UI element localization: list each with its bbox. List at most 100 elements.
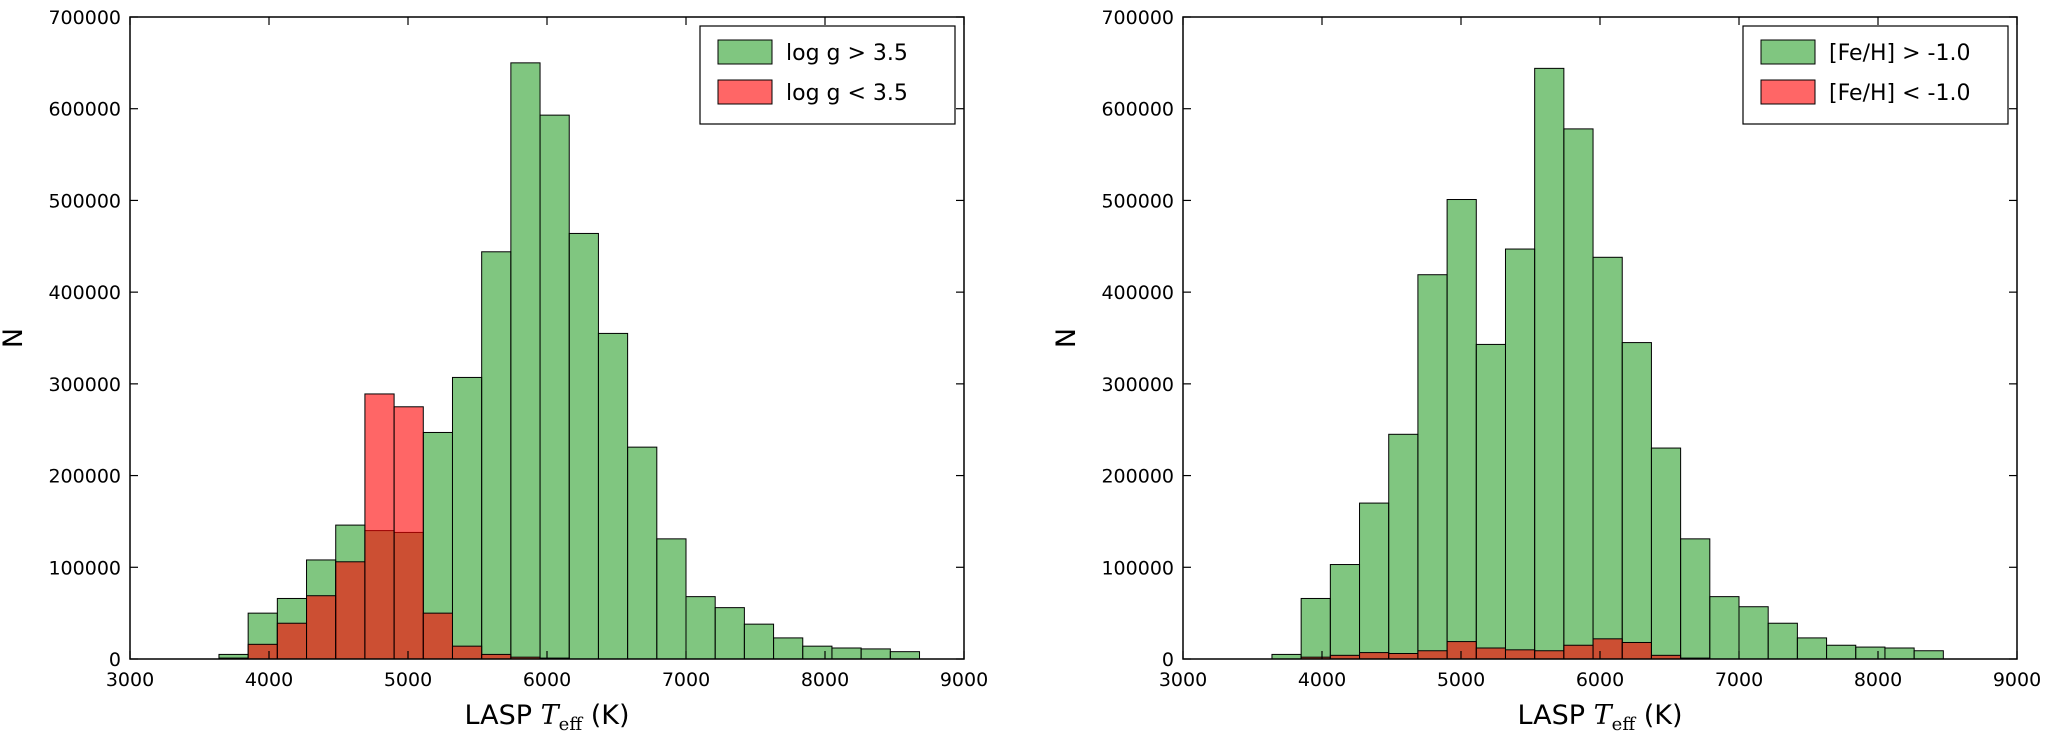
right-green-bar — [1767, 622, 1798, 660]
right-green-bar — [1300, 597, 1331, 660]
right-green-bar — [1884, 647, 1915, 660]
right-x-axis-label-suffix: (K) — [1635, 700, 1682, 731]
right-y-tick-label: 500000 — [1101, 190, 1174, 212]
right-green-bar — [1417, 274, 1448, 660]
left-green-bar — [568, 232, 599, 660]
right-green-bar — [1650, 447, 1682, 660]
left-x-axis-label-prefix: LASP — [465, 700, 541, 731]
left-red-bar — [335, 561, 366, 660]
left-x-axis-label-symbol: T — [541, 700, 561, 731]
left-green-bar — [451, 376, 483, 660]
right-green-bar — [1738, 606, 1769, 660]
right-red-bar — [1563, 644, 1594, 660]
right-green-bar — [1504, 248, 1536, 660]
right-red-bar — [1417, 650, 1448, 660]
left-x-axis-label-subscript: eff — [559, 714, 584, 735]
right-y-tick-label: 200000 — [1101, 466, 1174, 488]
right-legend-label-red: [Fe/H] < -1.0 — [1829, 81, 1970, 106]
left-y-axis-label: N — [0, 328, 29, 348]
left-green-bar — [656, 538, 687, 660]
left-green-bar — [597, 332, 629, 660]
right-red-bar — [1475, 647, 1506, 660]
left-y-tick-label: 500000 — [48, 190, 121, 212]
right-ticks — [1182, 16, 2018, 660]
left-green-bar — [481, 251, 512, 660]
right-y-tick-label: 400000 — [1101, 282, 1174, 304]
right-green-bar — [1359, 502, 1390, 660]
right-x-tick-label: 9000 — [1993, 669, 2041, 691]
left-x-axis-label: LASP Teff (K) — [465, 700, 630, 735]
left-green-bar — [860, 648, 891, 660]
right-green-bar — [1621, 342, 1652, 660]
left-legend-label-red: log g < 3.5 — [786, 81, 908, 106]
left-ticks — [129, 16, 965, 660]
right-red-bar — [1446, 641, 1477, 660]
right-red-bar — [1359, 652, 1390, 660]
left-green-bar — [831, 647, 862, 660]
left-legend-swatch-green — [717, 39, 773, 65]
right-green-bar — [1534, 67, 1565, 660]
right-green-bar — [1475, 343, 1506, 660]
right-green-bar — [1680, 538, 1711, 660]
left-panel: 0 100000 200000 300000 400000 500000 600000 700… — [0, 7, 988, 735]
right-red-bar — [1592, 638, 1623, 660]
left-legend-label-green: log g > 3.5 — [786, 41, 908, 66]
left-green-bar — [773, 637, 804, 660]
left-x-tick-label: 9000 — [940, 669, 988, 691]
right-x-tick-label: 7000 — [1715, 669, 1763, 691]
left-green-bar — [743, 623, 775, 660]
left-y-tick-label: 100000 — [48, 557, 121, 579]
right-red-bar — [1621, 641, 1652, 660]
right-red-bar — [1388, 652, 1419, 660]
left-red-bar — [247, 643, 278, 660]
left-green-bar — [627, 446, 658, 660]
right-panel: 0 100000 200000 300000 400000 500000 600000 700… — [1051, 7, 2041, 735]
left-red-bar — [422, 612, 453, 660]
left-y-tick-label: 300000 — [48, 374, 121, 396]
left-x-tick-labels: 3000 4000 5000 6000 7000 8000 9000 — [106, 669, 988, 691]
right-x-tick-label: 8000 — [1854, 669, 1902, 691]
left-y-tick-label: 0 — [109, 649, 121, 671]
right-green-bar — [1855, 646, 1886, 660]
right-y-tick-label: 700000 — [1101, 7, 1174, 29]
left-legend-swatch-red — [717, 79, 773, 105]
right-legend-swatch-green — [1760, 39, 1816, 65]
right-y-axis-label: N — [1051, 328, 1082, 348]
right-green-bar — [1592, 256, 1623, 660]
right-green-bar — [1796, 637, 1828, 660]
right-y-tick-labels: 0 100000 200000 300000 400000 500000 600000 700… — [1101, 7, 1174, 671]
right-y-tick-label: 600000 — [1101, 99, 1174, 121]
right-x-tick-label: 6000 — [1576, 669, 1624, 691]
right-x-tick-label: 5000 — [1437, 669, 1485, 691]
right-green-bar — [1826, 644, 1857, 660]
left-x-tick-label: 6000 — [523, 669, 571, 691]
left-green-bars — [218, 62, 921, 660]
left-y-tick-labels: 0 100000 200000 300000 400000 500000 600000 700… — [48, 7, 121, 671]
right-x-tick-label: 3000 — [1159, 669, 1207, 691]
right-legend-swatch-red — [1760, 79, 1816, 105]
left-y-tick-label: 700000 — [48, 7, 121, 29]
left-red-bar — [306, 595, 337, 660]
left-x-tick-label: 3000 — [106, 669, 154, 691]
left-red-bar — [393, 406, 424, 660]
left-y-tick-label: 600000 — [48, 99, 121, 121]
right-red-bar — [1504, 649, 1536, 660]
left-green-bar — [714, 607, 745, 660]
right-green-bars — [1271, 67, 1944, 660]
right-red-bar — [1534, 650, 1565, 660]
left-green-bar — [889, 651, 921, 660]
right-green-bar — [1446, 199, 1477, 660]
left-y-tick-label: 400000 — [48, 282, 121, 304]
right-x-tick-labels: 3000 4000 5000 6000 7000 8000 9000 — [1159, 669, 2041, 691]
left-legend: log g > 3.5 log g < 3.5 — [699, 25, 956, 125]
left-red-bars — [218, 393, 570, 660]
right-green-bar — [1388, 433, 1419, 660]
right-y-tick-label: 0 — [1162, 649, 1174, 671]
left-green-bar — [539, 114, 570, 660]
left-red-bar — [451, 645, 483, 660]
left-green-bar — [802, 645, 833, 660]
right-x-axis-label-subscript: eff — [1612, 714, 1637, 735]
right-x-tick-label: 4000 — [1298, 669, 1346, 691]
